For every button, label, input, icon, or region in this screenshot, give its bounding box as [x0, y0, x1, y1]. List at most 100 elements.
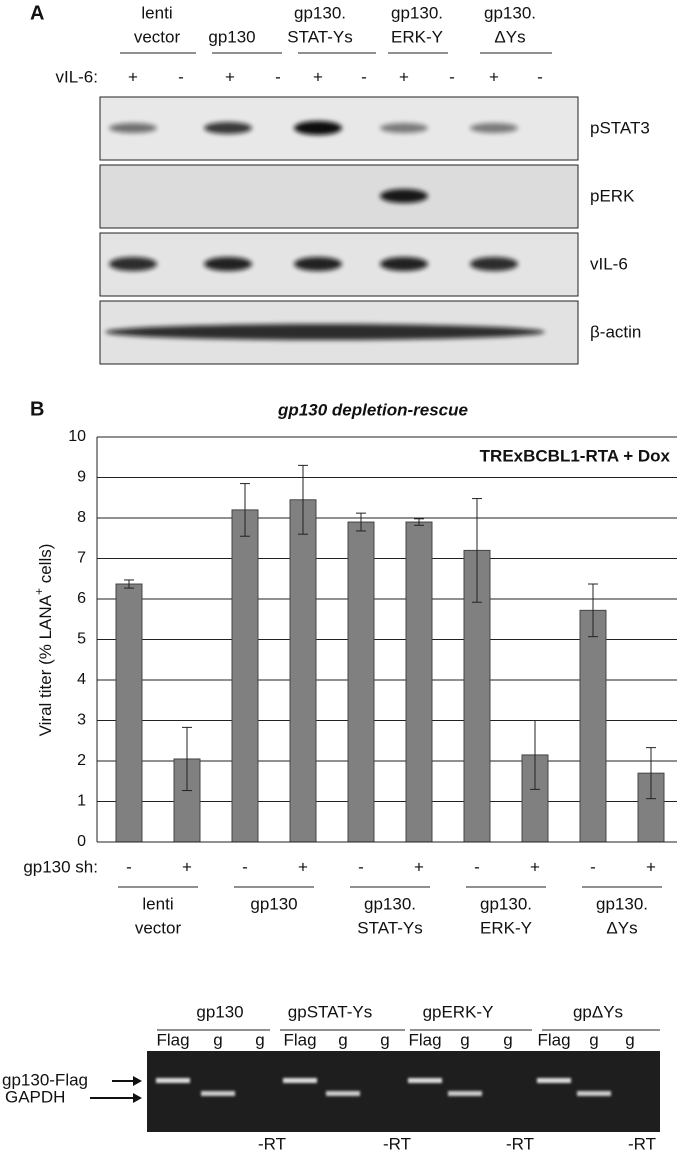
blot-band — [204, 257, 252, 271]
blot-label: pERK — [590, 186, 635, 205]
group-label: ΔYs — [606, 918, 637, 937]
bar — [579, 609, 607, 843]
blot-band — [380, 123, 428, 133]
lane-label: Flag — [408, 1030, 441, 1049]
group-label: ERK-Y — [391, 27, 443, 46]
y-tick-label: 7 — [77, 550, 86, 567]
gel-group-label: gpERK-Y — [423, 1002, 494, 1021]
group-label: lenti — [141, 3, 172, 22]
lane-label: Flag — [283, 1030, 316, 1049]
blot-band — [380, 189, 428, 203]
y-tick-label: 0 — [77, 833, 86, 850]
y-tick-label: 10 — [68, 428, 86, 445]
blot-band — [470, 123, 518, 133]
blot-band — [294, 121, 342, 135]
annotation-bg — [408, 444, 674, 470]
gel-band — [201, 1091, 235, 1096]
x-tick-label: + — [646, 857, 656, 876]
y-tick-label: 9 — [77, 469, 86, 486]
treatment-sign: + — [128, 67, 138, 86]
y-tick-label: 8 — [77, 509, 86, 526]
panel-label: B — [30, 398, 44, 420]
gel-band — [326, 1091, 360, 1096]
group-label: gp130 — [208, 27, 255, 46]
x-tick-label: + — [298, 857, 308, 876]
bar — [289, 499, 317, 843]
y-tick-label: 6 — [77, 590, 86, 607]
gel-group-label: gp130 — [196, 1002, 243, 1021]
group-label: gp130. — [480, 894, 532, 913]
gel-band — [156, 1078, 190, 1083]
gel-band — [537, 1078, 571, 1083]
treatment-sign: + — [489, 67, 499, 86]
x-tick-label: + — [182, 857, 192, 876]
rt-label: -RT — [383, 1134, 411, 1153]
y-tick-label: 3 — [77, 712, 86, 729]
group-label: gp130. — [391, 3, 443, 22]
group-label: gp130. — [294, 3, 346, 22]
blot-band — [470, 257, 518, 271]
panel-label: A — [30, 2, 44, 24]
lane-label: g — [460, 1030, 469, 1049]
annotation: TRExBCBL1-RTA + Dox — [480, 446, 671, 465]
gel-band — [283, 1078, 317, 1083]
blot-band — [380, 257, 428, 271]
x-tick-label: - — [242, 857, 248, 876]
treatment-sign: - — [537, 67, 543, 86]
lane-label: g — [503, 1030, 512, 1049]
group-label: ERK-Y — [480, 918, 532, 937]
lane-label: Flag — [156, 1030, 189, 1049]
x-tick-label: - — [590, 857, 596, 876]
y-label-sup: + — [32, 588, 46, 595]
group-label: vector — [134, 27, 181, 46]
x-row-label: gp130 sh: — [23, 857, 98, 876]
gel-band — [408, 1078, 442, 1083]
treatment-sign: + — [225, 67, 235, 86]
x-tick-label: + — [414, 857, 424, 876]
group-label: STAT-Ys — [357, 918, 423, 937]
treatment-sign: - — [449, 67, 455, 86]
lane-label: g — [380, 1030, 389, 1049]
blot-label: β-actin — [590, 322, 641, 341]
band-label: GAPDH — [5, 1087, 65, 1106]
bar — [115, 583, 143, 843]
group-label: ΔYs — [494, 27, 525, 46]
treatment-sign: + — [313, 67, 323, 86]
blot-panel — [99, 164, 579, 229]
x-tick-label: - — [126, 857, 132, 876]
lane-label: g — [338, 1030, 347, 1049]
treatment-sign: - — [361, 67, 367, 86]
band-label: gp130-Flag — [2, 1070, 88, 1089]
chart-title: gp130 depletion-rescue — [277, 400, 468, 419]
y-tick-label: 5 — [77, 631, 86, 648]
y-axis-label: Viral titer (% LANA+ cells) — [32, 544, 55, 737]
lane-label: Flag — [537, 1030, 570, 1049]
group-label: lenti — [142, 894, 173, 913]
treatment-sign: - — [275, 67, 281, 86]
y-label-tail: cells) — [36, 544, 55, 588]
gel-group-label: gpΔYs — [573, 1002, 623, 1021]
arrow-head — [133, 1076, 142, 1086]
blot-band — [109, 257, 157, 271]
gel-band — [448, 1091, 482, 1096]
blot-band — [204, 122, 252, 134]
group-label: gp130. — [364, 894, 416, 913]
row-label: vIL-6: — [55, 67, 98, 86]
treatment-sign: + — [399, 67, 409, 86]
blot-label: pSTAT3 — [590, 118, 650, 137]
blot-label: vIL-6 — [590, 254, 628, 273]
x-tick-label: - — [474, 857, 480, 876]
blot-band — [105, 324, 545, 340]
bar — [231, 509, 259, 843]
x-tick-label: - — [358, 857, 364, 876]
treatment-sign: - — [178, 67, 184, 86]
rt-label: -RT — [258, 1134, 286, 1153]
x-tick-label: + — [530, 857, 540, 876]
arrow-head — [133, 1093, 142, 1103]
gel-group-label: gpSTAT-Ys — [288, 1002, 372, 1021]
bar — [405, 521, 433, 843]
rt-label: -RT — [506, 1134, 534, 1153]
group-label: gp130 — [250, 894, 297, 913]
group-label: gp130. — [484, 3, 536, 22]
